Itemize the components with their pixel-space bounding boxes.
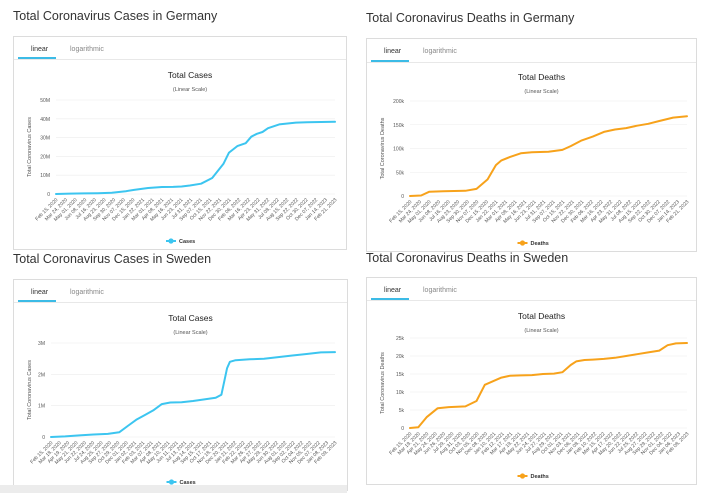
chart-title: Total Cases: [168, 70, 212, 80]
y-tick-label: 10M: [40, 173, 50, 179]
y-tick-label: 50k: [396, 170, 405, 176]
chart-title: Total Deaths: [518, 72, 565, 82]
chart-card-sweden-deaths: linear logarithmic Total Deaths (Linear S…: [366, 277, 697, 485]
legend-marker: [168, 479, 175, 485]
tab-bar-divider: [367, 300, 696, 301]
y-tick-label: 5k: [399, 408, 405, 414]
y-tick-label: 150k: [393, 123, 404, 129]
tab-logarithmic[interactable]: logarithmic: [70, 46, 104, 53]
tab-bar-divider: [367, 62, 696, 63]
legend-label: Deaths: [531, 241, 549, 247]
horizontal-scrollbar[interactable]: [0, 485, 347, 493]
tab-active-indicator: [18, 300, 56, 302]
y-axis-label: Total Coronavirus Deaths: [380, 117, 386, 179]
y-tick-label: 3M: [38, 341, 45, 347]
y-tick-label: 0: [401, 426, 404, 432]
legend-label: Cases: [179, 239, 195, 245]
series-line: [409, 342, 688, 429]
legend-marker: [519, 473, 526, 479]
tab-linear[interactable]: linear: [384, 48, 402, 55]
chart-sweden-cases: Total Cases (Linear Scale) Total Coronavir…: [27, 313, 339, 486]
y-tick-label: 0: [42, 435, 45, 441]
panel-heading-germany-cases: Total Coronavirus Cases in Germany: [13, 9, 218, 23]
tab-active-indicator: [18, 57, 56, 59]
tab-active-indicator: [371, 60, 409, 62]
legend-marker: [168, 238, 174, 244]
chart-germany-deaths: Total Deaths (Linear Scale) Total Coronavi…: [380, 72, 691, 247]
tab-logarithmic[interactable]: logarithmic: [70, 289, 104, 296]
y-tick-label: 0: [401, 194, 404, 200]
y-tick-label: 40M: [40, 117, 50, 123]
chart-title: Total Cases: [168, 313, 212, 323]
chart-subtitle: (Linear Scale): [173, 87, 207, 93]
y-tick-label: 15k: [396, 372, 405, 378]
y-tick-label: 200k: [393, 99, 404, 105]
y-axis-label: Total Coronavirus Cases: [27, 117, 33, 177]
chart-germany-cases: Total Cases (Linear Scale) Total Coronavir…: [27, 70, 339, 245]
y-tick-label: 100k: [393, 147, 404, 153]
legend-marker: [519, 240, 526, 246]
chart-subtitle: (Linear Scale): [173, 330, 207, 336]
chart-subtitle: (Linear Scale): [524, 89, 558, 95]
panel-heading-germany-deaths: Total Coronavirus Deaths in Germany: [366, 11, 575, 25]
y-tick-label: 0: [47, 192, 50, 198]
panel-heading-sweden-cases: Total Coronavirus Cases in Sweden: [13, 252, 212, 266]
y-tick-label: 20k: [396, 354, 405, 360]
series-line: [409, 115, 688, 197]
y-tick-label: 10k: [396, 390, 405, 396]
panel-heading-sweden-deaths: Total Coronavirus Deaths in Sweden: [366, 251, 569, 265]
tab-bar-divider: [14, 59, 346, 60]
tab-linear[interactable]: linear: [31, 46, 49, 53]
chart-card-germany-deaths: linear logarithmic Total Deaths (Linear S…: [366, 38, 697, 252]
chart-subtitle: (Linear Scale): [524, 328, 558, 334]
y-tick-label: 25k: [396, 336, 405, 342]
tab-linear[interactable]: linear: [384, 287, 402, 294]
y-axis-label: Total Coronavirus Deaths: [380, 352, 386, 414]
tab-logarithmic[interactable]: logarithmic: [423, 287, 457, 294]
tab-bar-divider: [14, 302, 347, 303]
chart-card-germany-cases: linear logarithmic Total Cases (Linear Sc…: [13, 36, 347, 250]
tab-logarithmic[interactable]: logarithmic: [423, 48, 457, 55]
y-axis-label: Total Coronavirus Cases: [27, 360, 33, 420]
chart-card-sweden-cases: linear logarithmic Total Cases (Linear Sc…: [13, 279, 348, 491]
y-tick-label: 1M: [38, 404, 45, 410]
y-tick-label: 50M: [40, 98, 50, 104]
y-tick-label: 30M: [40, 136, 50, 142]
y-tick-label: 2M: [38, 372, 45, 378]
tab-active-indicator: [371, 298, 409, 300]
chart-sweden-deaths: Total Deaths (Linear Scale) Total Coronavi…: [380, 311, 691, 480]
y-tick-label: 20M: [40, 154, 50, 160]
legend-label: Deaths: [531, 474, 549, 480]
chart-title: Total Deaths: [518, 311, 565, 321]
series-line: [50, 351, 336, 438]
tab-linear[interactable]: linear: [31, 289, 49, 296]
series-line: [55, 120, 336, 195]
legend-label: Cases: [180, 480, 196, 486]
